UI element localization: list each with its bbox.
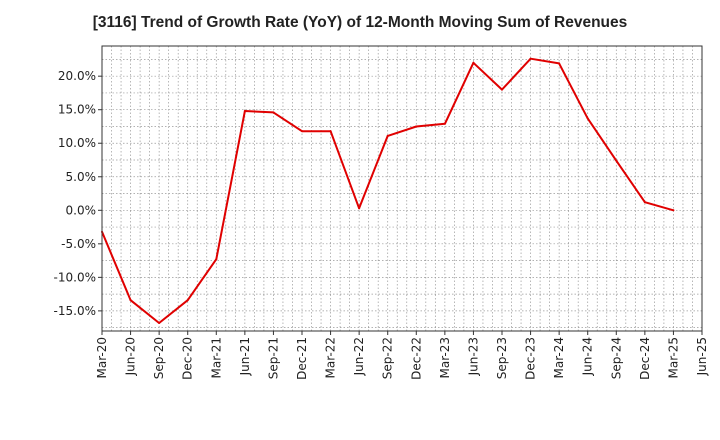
x-tick-label: Dec-22 (409, 337, 423, 380)
data-point (272, 111, 275, 114)
data-point (472, 61, 475, 64)
x-tick-label: Mar-20 (95, 337, 109, 378)
x-tick-label: Dec-21 (295, 337, 309, 380)
x-tick-label: Sep-21 (266, 337, 280, 379)
data-point (158, 321, 161, 324)
grid-lines (102, 46, 702, 331)
x-tick-label: Mar-22 (324, 337, 338, 378)
data-point (329, 130, 332, 133)
data-point (672, 209, 675, 212)
x-tick-label: Mar-25 (666, 337, 680, 378)
data-point (558, 62, 561, 65)
data-point (358, 207, 361, 210)
x-tick-label: Jun-24 (581, 337, 595, 376)
data-point (443, 122, 446, 125)
y-axis-tick-labels: -15.0% -10.0% -5.0% 0.0% 5.0% 10.0% 15.0% 20.0% (54, 69, 102, 318)
y-tick-label: -15.0% (54, 304, 96, 318)
x-tick-label: Sep-20 (152, 337, 166, 379)
data-point (129, 299, 132, 302)
x-axis-tick-labels: Mar-20 Jun-20 Sep-20 Dec-20 Mar-21 Jun-21 Sep-… (95, 331, 709, 380)
x-tick-label: Mar-24 (552, 337, 566, 378)
x-tick-label: Sep-22 (381, 337, 395, 379)
data-point (586, 117, 589, 120)
x-tick-label: Mar-21 (209, 337, 223, 378)
series-lines (101, 57, 675, 324)
x-tick-label: Jun-22 (352, 337, 366, 376)
x-tick-label: Dec-24 (638, 337, 652, 380)
x-tick-label: Jun-23 (466, 337, 480, 376)
chart-title: [3116] Trend of Growth Rate (YoY) of 12-… (92, 14, 628, 31)
data-point (186, 299, 189, 302)
plot-frame (101, 45, 703, 332)
y-tick-label: -5.0% (61, 237, 96, 251)
x-tick-label: Dec-23 (524, 337, 538, 380)
y-tick-label: 20.0% (58, 69, 96, 83)
x-tick-label: Jun-25 (695, 337, 709, 376)
data-point (386, 134, 389, 137)
data-point (415, 125, 418, 128)
data-point (615, 159, 618, 162)
y-tick-label: 15.0% (58, 103, 96, 117)
y-tick-label: -10.0% (54, 270, 96, 284)
x-tick-label: Jun-21 (238, 337, 252, 376)
data-point (501, 88, 503, 91)
x-tick-label: Sep-23 (495, 337, 509, 379)
data-point (301, 130, 303, 133)
data-point (529, 57, 532, 60)
data-point (243, 110, 246, 113)
y-tick-label: 10.0% (58, 136, 96, 150)
y-tick-label: 0.0% (66, 203, 97, 217)
data-point (215, 258, 218, 261)
x-tick-label: Sep-24 (609, 337, 623, 379)
y-tick-label: 5.0% (66, 170, 97, 184)
data-point (643, 201, 646, 204)
x-tick-label: Mar-23 (438, 337, 452, 378)
x-tick-label: Dec-20 (181, 337, 195, 380)
x-tick-label: Jun-20 (124, 337, 138, 376)
